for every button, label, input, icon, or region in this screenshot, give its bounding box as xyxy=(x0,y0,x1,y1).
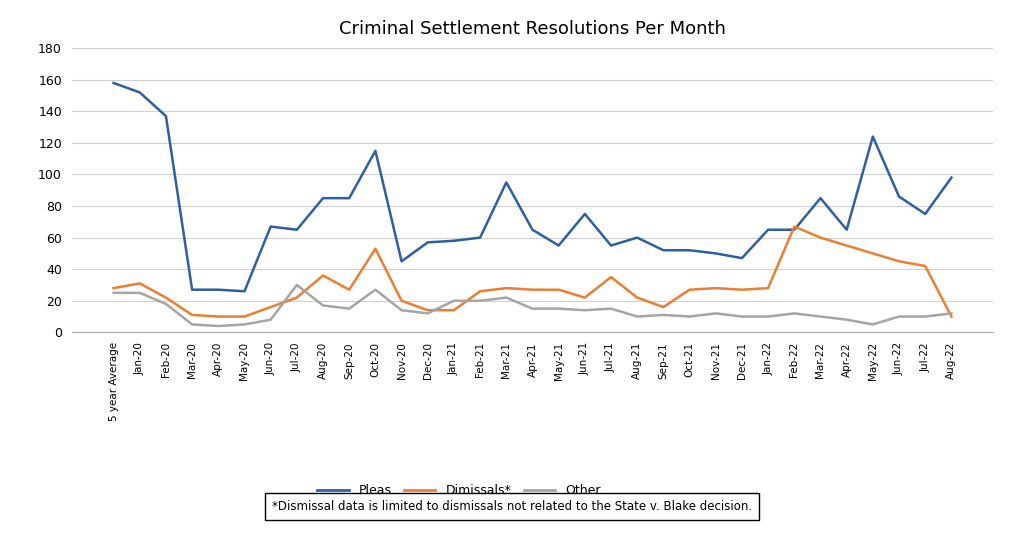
Text: *Dismissal data is limited to dismissals not related to the State v. Blake decis: *Dismissal data is limited to dismissals… xyxy=(272,500,752,513)
Title: Criminal Settlement Resolutions Per Month: Criminal Settlement Resolutions Per Mont… xyxy=(339,20,726,39)
Legend: Pleas, Dimissals*, Other: Pleas, Dimissals*, Other xyxy=(312,479,605,502)
